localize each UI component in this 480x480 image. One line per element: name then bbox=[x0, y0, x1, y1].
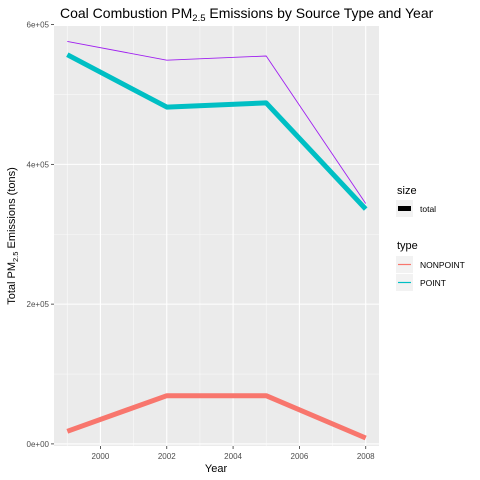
x-tick-label: 2002 bbox=[158, 452, 176, 461]
series-lines bbox=[66, 40, 368, 441]
y-tick-label: 2e+05 bbox=[27, 300, 50, 309]
series-line-total bbox=[67, 40, 367, 204]
legend-size-title: size bbox=[397, 185, 417, 197]
series-line-nonpoint bbox=[66, 393, 367, 441]
y-tick-label: 4e+05 bbox=[27, 160, 50, 169]
x-tick-label: 2008 bbox=[357, 452, 375, 461]
y-tick-label: 6e+05 bbox=[27, 21, 50, 30]
x-axis: 2000 2002 2004 2006 2008 bbox=[92, 446, 375, 461]
y-axis: 0e+00 2e+05 4e+05 6e+05 bbox=[27, 21, 54, 449]
y-tick-label: 0e+00 bbox=[27, 440, 50, 449]
chart-title: Coal Combustion PM2.5 Emissions by Sourc… bbox=[60, 5, 434, 24]
legend-size-label: total bbox=[420, 204, 436, 214]
y-axis-title: Total PM2.5 Emissions (tons) bbox=[6, 167, 20, 305]
legend-size: size total bbox=[396, 185, 436, 217]
series-line-point bbox=[66, 52, 368, 211]
x-tick-label: 2004 bbox=[224, 452, 242, 461]
legend-type-label-point: POINT bbox=[420, 278, 446, 288]
legend-type: type NONPOINT POINT bbox=[396, 240, 465, 291]
minor-gridlines bbox=[54, 26, 379, 446]
major-gridlines bbox=[54, 24, 379, 446]
x-tick-label: 2000 bbox=[92, 452, 110, 461]
plot-panel bbox=[54, 26, 379, 446]
legend-type-title: type bbox=[397, 240, 418, 252]
legend-type-label-nonpoint: NONPOINT bbox=[420, 260, 465, 270]
x-tick-label: 2006 bbox=[291, 452, 309, 461]
x-axis-title: Year bbox=[205, 463, 228, 475]
